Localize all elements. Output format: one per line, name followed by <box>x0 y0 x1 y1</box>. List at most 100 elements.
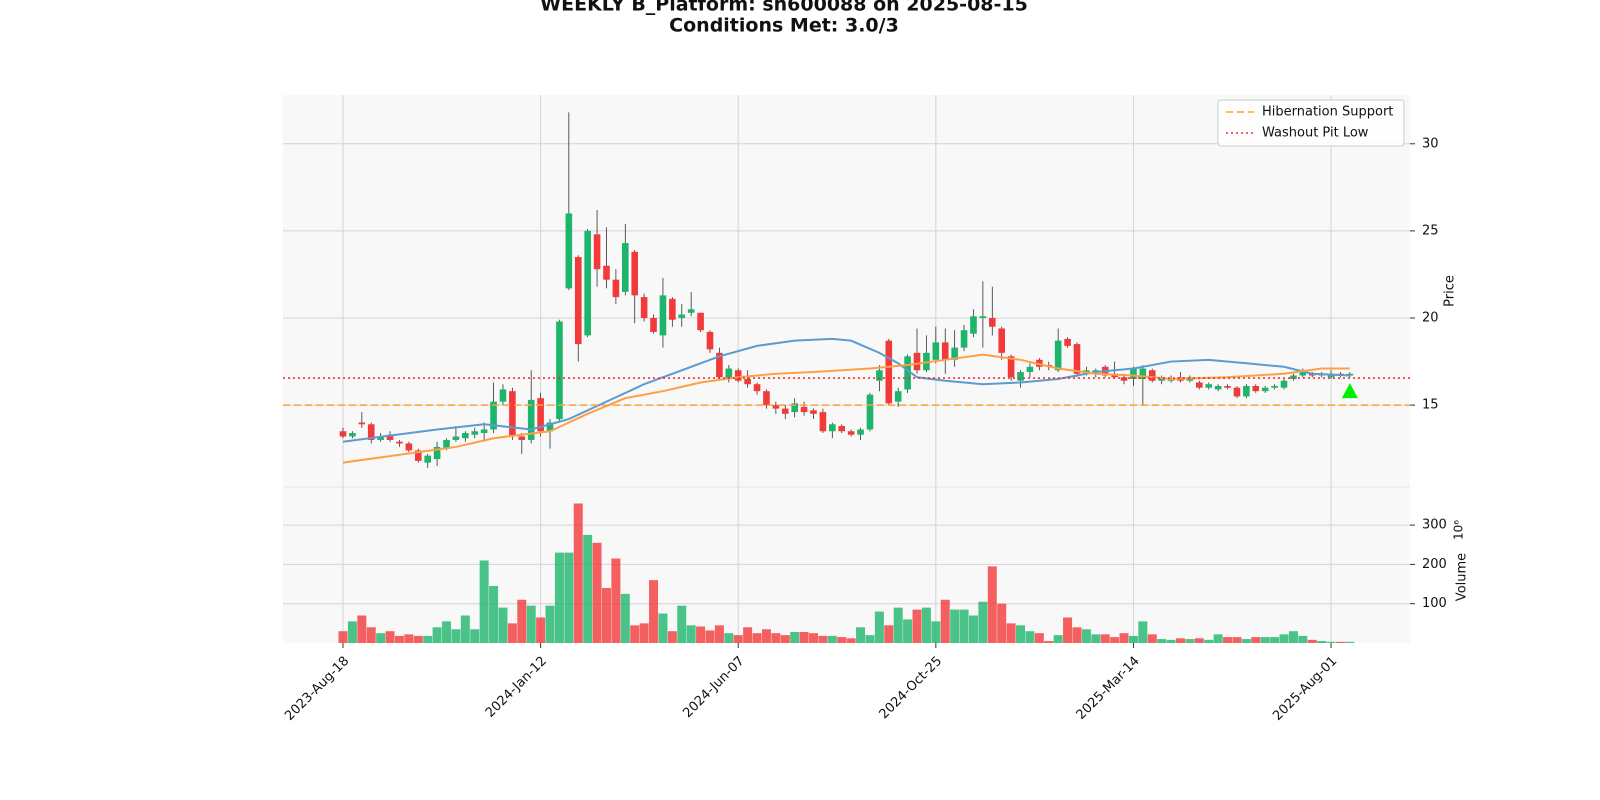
candle-body <box>612 279 620 298</box>
volume-bar <box>357 615 367 643</box>
candle-body <box>960 330 968 348</box>
candle-body <box>876 370 883 381</box>
volume-bar <box>1044 641 1054 643</box>
candle-body <box>546 422 554 432</box>
candle-body <box>584 230 591 336</box>
volume-bar <box>733 635 743 643</box>
candle-body <box>650 318 657 332</box>
volume-bar <box>903 619 913 643</box>
candle-body <box>518 436 526 440</box>
volume-bar <box>1006 623 1016 643</box>
candle-body <box>1224 385 1231 388</box>
volume-bar <box>865 635 875 643</box>
volume-bar <box>940 599 950 643</box>
volume-bar <box>1138 621 1148 643</box>
volume-bar <box>818 635 828 643</box>
volume-bar <box>404 634 414 643</box>
candle-body <box>377 436 384 440</box>
candle-body <box>1139 368 1147 379</box>
candle-body <box>838 426 846 432</box>
candle-body <box>753 384 761 392</box>
volume-bar <box>423 635 433 643</box>
volume-bar <box>1307 639 1317 643</box>
candle-body <box>970 316 977 334</box>
volume-bar <box>799 631 809 643</box>
volume-bar <box>498 607 508 643</box>
candle-body <box>998 328 1005 353</box>
legend-label: Hibernation Support <box>1262 105 1393 120</box>
candle-body <box>1280 380 1288 388</box>
volume-bar <box>442 621 452 643</box>
volume-bar <box>1223 637 1233 643</box>
y-tick-label: 100 <box>1422 596 1447 611</box>
candle-body <box>405 443 413 451</box>
volume-bar <box>1016 625 1026 643</box>
candle-body <box>490 401 497 430</box>
candle-body <box>640 297 648 319</box>
volume-bar <box>620 593 630 643</box>
volume-bar <box>677 605 687 643</box>
candle-body <box>622 243 629 292</box>
volume-bar <box>1147 634 1157 643</box>
volume-bar <box>639 623 649 643</box>
volume-bar <box>1345 641 1355 643</box>
candle-body <box>1054 340 1062 371</box>
candle-body <box>1252 385 1260 392</box>
legend-label: Washout Pit Low <box>1262 126 1369 141</box>
volume-bar <box>1175 638 1185 643</box>
volume-bar <box>987 566 997 643</box>
y-tick-label: 25 <box>1422 223 1439 238</box>
volume-bar <box>1241 639 1251 643</box>
volume-bar <box>837 637 847 643</box>
volume-bar <box>1317 641 1327 643</box>
chart-subtitle: Conditions Met: 3.0/3 <box>669 15 899 37</box>
volume-bar <box>921 607 931 643</box>
candle-body <box>988 318 996 327</box>
volume-bar <box>1091 634 1101 643</box>
volume-bar <box>347 621 357 643</box>
volume-bar <box>978 601 988 643</box>
volume-bar <box>771 633 781 643</box>
candle-body <box>527 399 535 440</box>
volume-bar <box>1072 627 1082 643</box>
candle-body <box>574 257 582 345</box>
candle-body <box>659 295 667 336</box>
volume-bar <box>1232 637 1242 643</box>
volume-bar <box>489 586 499 643</box>
volume-bar <box>884 625 894 643</box>
volume-bar <box>1053 635 1063 643</box>
ma-line <box>342 353 1350 464</box>
volume-bar <box>714 625 724 643</box>
volume-bar <box>752 633 762 643</box>
candle-body <box>565 213 573 289</box>
candle-body <box>913 352 921 371</box>
volume-bar <box>790 631 800 643</box>
candle-body <box>857 429 864 435</box>
candle-body <box>603 265 610 280</box>
volume-bar <box>432 627 442 643</box>
candle-body <box>349 432 356 437</box>
volume-bar <box>696 626 706 643</box>
candle-body <box>744 378 751 385</box>
candle-body <box>829 424 836 432</box>
candle-body <box>339 431 347 437</box>
volume-bar <box>1213 634 1223 643</box>
volume-bar <box>507 623 517 643</box>
volume-bar <box>1185 639 1195 643</box>
volume-bar <box>743 627 753 643</box>
candle-body <box>1073 344 1081 374</box>
candle-body <box>904 356 911 390</box>
volume-bar <box>554 552 564 643</box>
volume-bar <box>385 631 395 643</box>
volume-bar <box>545 605 555 643</box>
legend: Hibernation Support Washout Pit Low <box>1217 99 1405 147</box>
volume-bar <box>479 560 489 643</box>
volume-bar <box>1166 639 1176 643</box>
candle-body <box>1026 366 1034 373</box>
volume-bar <box>1270 637 1280 643</box>
x-tick-label: 2025-Mar-14 <box>1074 654 1143 723</box>
volume-bar <box>583 534 593 643</box>
candle-body <box>414 450 422 461</box>
candle-body <box>800 406 808 413</box>
